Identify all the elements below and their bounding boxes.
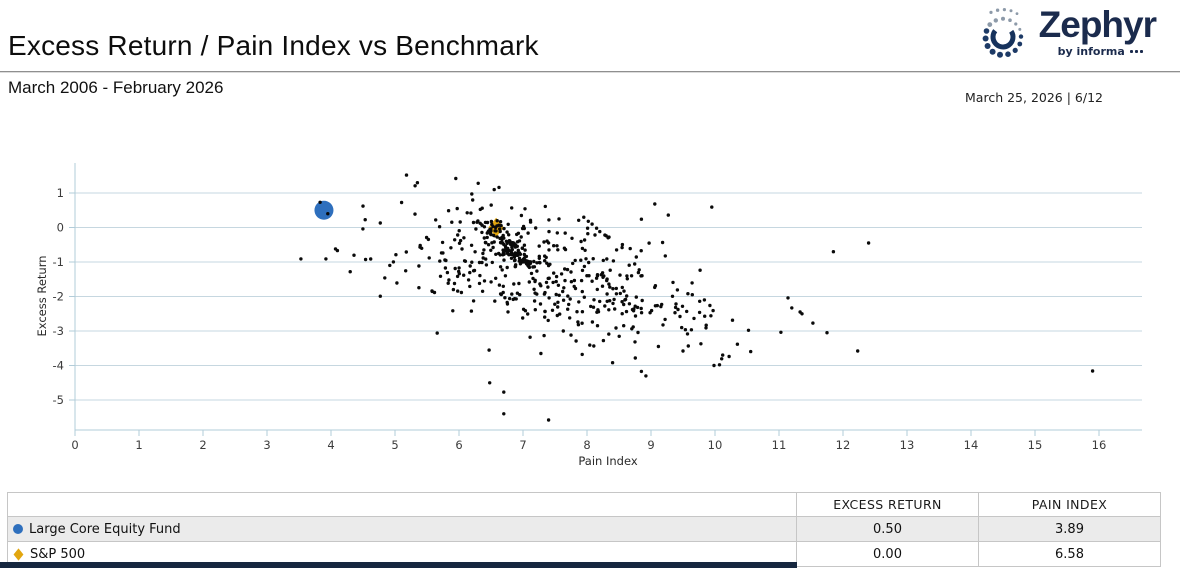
universe-streak-points <box>476 219 542 269</box>
footer-bar <box>0 562 797 568</box>
svg-text:14: 14 <box>964 438 979 452</box>
fund-marker <box>314 200 334 220</box>
svg-text:15: 15 <box>1028 438 1043 452</box>
svg-text:1: 1 <box>135 438 142 452</box>
svg-text:10: 10 <box>708 438 723 452</box>
x-ticks <box>74 430 1100 436</box>
y-gridlines <box>69 192 1142 401</box>
x-axis-title: Pain Index <box>578 454 637 468</box>
pain-index-column-header: PAIN INDEX <box>978 492 1161 517</box>
svg-text:0: 0 <box>57 221 64 235</box>
excess-return-column-header: EXCESS RETURN <box>796 492 979 517</box>
benchmark-marker-icon <box>13 547 24 561</box>
table-row-fund: Large Core Equity Fund 0.50 3.89 <box>7 516 1161 542</box>
zephyr-logo-icon <box>982 8 1023 58</box>
logo-byline: by informa <box>1058 45 1156 58</box>
fund-name: Large Core Equity Fund <box>29 521 181 537</box>
svg-text:16: 16 <box>1092 438 1107 452</box>
svg-text:7: 7 <box>519 438 526 452</box>
zephyr-logo: Zephyr by informa <box>977 4 1157 64</box>
logo-text: Zephyr by informa <box>1038 4 1157 59</box>
page-title: Excess Return / Pain Index vs Benchmark <box>8 30 539 61</box>
svg-text:11: 11 <box>772 438 787 452</box>
svg-text:0: 0 <box>71 438 78 452</box>
informa-dots-icon <box>1128 50 1143 53</box>
svg-text:12: 12 <box>836 438 851 452</box>
svg-text:9: 9 <box>647 438 654 452</box>
svg-text:-4: -4 <box>53 359 64 373</box>
svg-text:2: 2 <box>199 438 206 452</box>
axes <box>74 163 1142 431</box>
svg-text:-5: -5 <box>53 393 64 407</box>
benchmark-name: S&P 500 <box>30 546 86 562</box>
fund-marker-icon <box>13 524 23 534</box>
report-date-range: March 2006 - February 2026 <box>8 78 224 97</box>
x-tick-labels: 0 1 2 3 4 5 6 7 8 9 10 11 12 13 14 15 16 <box>71 438 1106 452</box>
fund-excess-return: 0.50 <box>796 516 979 542</box>
benchmark-excess-return: 0.00 <box>796 541 979 567</box>
report-timestamp: March 25, 2026 | 6/12 <box>965 90 1103 105</box>
svg-text:-1: -1 <box>53 255 64 269</box>
fund-pain-index: 3.89 <box>978 516 1161 542</box>
summary-table: EXCESS RETURN PAIN INDEX Large Core Equi… <box>7 492 1161 567</box>
table-header-row: EXCESS RETURN PAIN INDEX <box>7 492 1161 517</box>
y-tick-labels: 1 0 -1 -2 -3 -4 -5 <box>53 186 64 407</box>
svg-text:8: 8 <box>583 438 590 452</box>
logo-brand: Zephyr <box>1038 4 1157 45</box>
svg-text:1: 1 <box>57 186 64 200</box>
svg-text:-3: -3 <box>53 324 64 338</box>
svg-text:6: 6 <box>455 438 462 452</box>
svg-text:-2: -2 <box>53 290 64 304</box>
y-axis-title: Excess Return <box>35 255 49 336</box>
name-column-header <box>7 492 797 517</box>
svg-text:3: 3 <box>263 438 270 452</box>
svg-text:4: 4 <box>327 438 334 452</box>
universe-overlay-points <box>318 200 330 216</box>
header-divider <box>0 71 1180 72</box>
svg-text:5: 5 <box>391 438 398 452</box>
svg-text:13: 13 <box>900 438 915 452</box>
logo-byline-text: by informa <box>1057 45 1125 58</box>
benchmark-pain-index: 6.58 <box>978 541 1161 567</box>
universe-points <box>299 173 1095 422</box>
